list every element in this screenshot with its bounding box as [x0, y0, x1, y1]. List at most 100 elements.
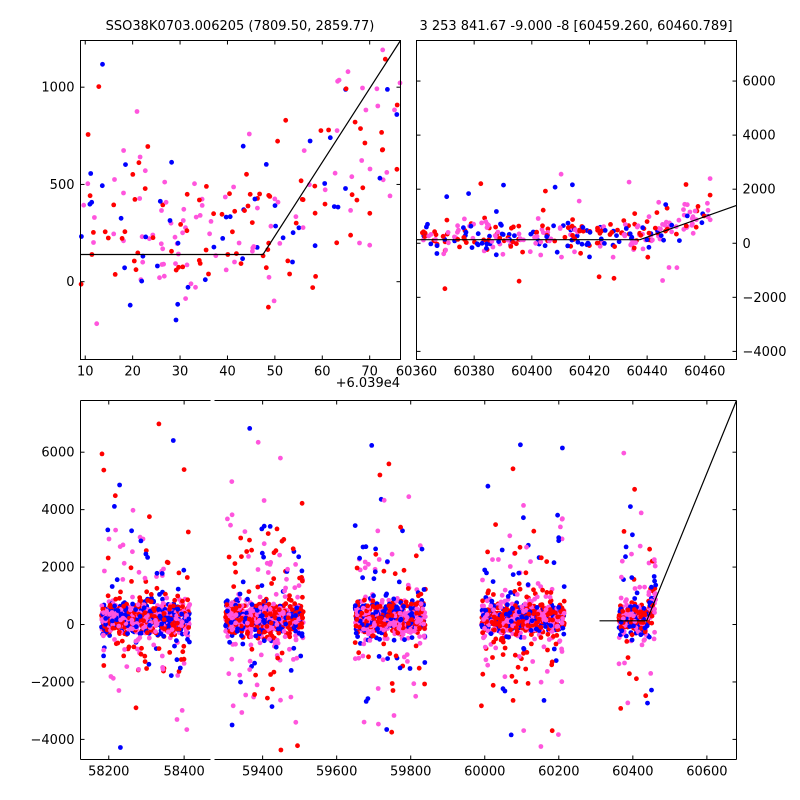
data-point [510, 606, 515, 611]
data-point [499, 592, 505, 598]
data-point [279, 538, 285, 544]
data-point [242, 208, 247, 214]
data-point [494, 209, 499, 214]
data-point [528, 628, 534, 633]
data-point [366, 654, 371, 660]
data-point [113, 641, 119, 647]
data-point [422, 614, 428, 620]
data-point [376, 557, 382, 562]
data-point [524, 650, 530, 655]
data-point [232, 561, 238, 566]
data-point [163, 199, 169, 205]
data-point [514, 241, 519, 247]
data-point [539, 227, 545, 232]
data-point [674, 265, 680, 271]
x-tick-label: 60420 [569, 365, 610, 380]
data-point [541, 698, 547, 703]
data-point [117, 482, 122, 488]
data-point [597, 243, 603, 249]
data-point [510, 698, 516, 703]
data-point [652, 578, 657, 584]
data-point [296, 616, 302, 622]
data-point [441, 251, 447, 257]
data-point [547, 607, 553, 612]
data-point [249, 547, 255, 553]
data-point [488, 603, 494, 609]
data-point [534, 234, 540, 239]
data-point [197, 213, 203, 218]
data-point [502, 645, 508, 651]
data-point [361, 641, 367, 647]
y-tick-label: 2000 [41, 561, 74, 576]
data-point [229, 479, 235, 484]
data-point [621, 450, 627, 456]
data-point [141, 605, 147, 611]
data-point [482, 644, 488, 650]
x-tick-label: 59400 [242, 765, 283, 780]
data-point [257, 640, 263, 646]
panel-top-right-ticks: 60360 60380 60400 60420 60440 60460 −4000 −2000… [396, 40, 786, 380]
data-point [621, 232, 627, 238]
data-point [629, 551, 634, 557]
data-point [299, 500, 305, 506]
data-point [514, 592, 520, 597]
data-point [352, 640, 358, 645]
data-point [392, 571, 398, 577]
data-point [152, 608, 157, 613]
data-point [293, 637, 299, 642]
y-tick-label: 0 [743, 237, 751, 252]
data-point [535, 611, 541, 617]
data-point [644, 219, 650, 225]
data-point [401, 567, 407, 573]
data-point [540, 223, 545, 229]
data-point [128, 565, 134, 571]
data-point [249, 602, 255, 607]
data-point [179, 619, 185, 625]
data-point [370, 598, 376, 604]
data-point [382, 621, 387, 627]
data-point [676, 217, 682, 223]
data-point [161, 566, 166, 572]
data-point [296, 630, 302, 636]
data-point [207, 231, 213, 237]
data-point [529, 632, 534, 637]
data-point [322, 201, 328, 207]
data-point [707, 176, 713, 182]
data-point [276, 607, 282, 613]
data-point [481, 617, 486, 622]
data-point [124, 664, 130, 669]
data-point [130, 172, 136, 177]
data-point [225, 634, 231, 639]
data-point [366, 616, 372, 621]
data-point [133, 638, 139, 644]
data-point [375, 528, 381, 534]
panel-top-left-fit-line [80, 40, 402, 256]
data-point [367, 166, 373, 172]
data-point [112, 272, 118, 277]
data-point [420, 606, 426, 612]
data-point [554, 249, 560, 255]
data-point [638, 510, 644, 516]
data-point [276, 616, 282, 622]
data-point [99, 183, 105, 189]
x-tick-label: 60380 [453, 365, 494, 380]
data-point [623, 633, 629, 639]
data-point [407, 666, 413, 671]
data-point [275, 655, 281, 661]
x-tick-label: 60000 [464, 765, 505, 780]
data-point [405, 659, 410, 664]
data-point [374, 606, 379, 611]
data-point [252, 627, 258, 633]
data-point [485, 483, 491, 489]
data-point [296, 583, 302, 588]
data-point [158, 631, 164, 637]
data-point [163, 591, 168, 597]
data-point [360, 605, 366, 611]
data-point [502, 688, 508, 694]
y-tick-label: 0 [66, 275, 74, 290]
data-point [184, 262, 190, 268]
data-point [517, 586, 523, 592]
data-point [483, 657, 489, 663]
data-point [300, 578, 305, 584]
data-point [633, 240, 638, 246]
